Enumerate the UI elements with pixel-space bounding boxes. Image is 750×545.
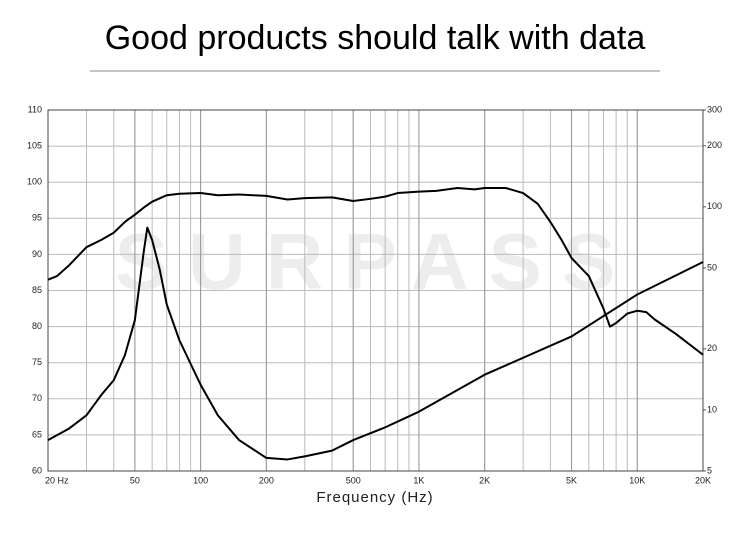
x-tick-label: 5K — [566, 475, 577, 485]
y2-tick-label: 5 — [707, 465, 712, 475]
x-tick-label: 100 — [193, 475, 208, 485]
x-axis-label: Frequency (Hz) — [316, 489, 433, 506]
x-tick-label: 50 — [130, 475, 140, 485]
x-tick-label: 1K — [413, 475, 424, 485]
y2-tick-label: 50 — [707, 262, 717, 272]
chart-title: Good products should talk with data — [105, 19, 646, 57]
y-tick-label: 95 — [32, 213, 42, 223]
y-tick-label: 80 — [32, 321, 42, 331]
y-tick-label: 90 — [32, 249, 42, 259]
y-tick-label: 70 — [32, 393, 42, 403]
x-tick-label: 2K — [479, 475, 490, 485]
x-tick-label: 200 — [259, 475, 274, 485]
x-tick-label: 20 Hz — [45, 475, 69, 485]
x-tick-label: 20K — [695, 475, 711, 485]
watermark: SURPASS — [115, 217, 636, 306]
y2-tick-label: 200 — [707, 140, 722, 150]
y-tick-label: 100 — [27, 177, 42, 187]
series-line — [47, 186, 704, 356]
y2-tick-label: 20 — [707, 343, 717, 353]
y-tick-label: 85 — [32, 285, 42, 295]
series-line — [47, 226, 704, 461]
x-tick-label: 500 — [346, 475, 361, 485]
y-tick-label: 105 — [27, 140, 42, 150]
y-tick-label: 65 — [32, 429, 42, 439]
y2-tick-label: 300 — [707, 104, 722, 114]
y-tick-label: 110 — [28, 104, 42, 114]
x-tick-label: 10K — [629, 475, 645, 485]
y-tick-label: 60 — [32, 465, 42, 475]
y2-tick-label: 100 — [707, 201, 722, 211]
plot-frame — [47, 109, 704, 472]
y2-tick-label: 10 — [707, 404, 717, 414]
y-tick-label: 75 — [32, 357, 42, 367]
